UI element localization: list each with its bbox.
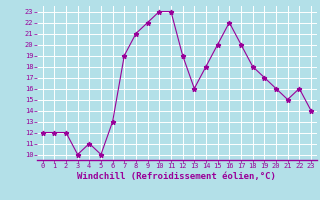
X-axis label: Windchill (Refroidissement éolien,°C): Windchill (Refroidissement éolien,°C): [77, 172, 276, 181]
